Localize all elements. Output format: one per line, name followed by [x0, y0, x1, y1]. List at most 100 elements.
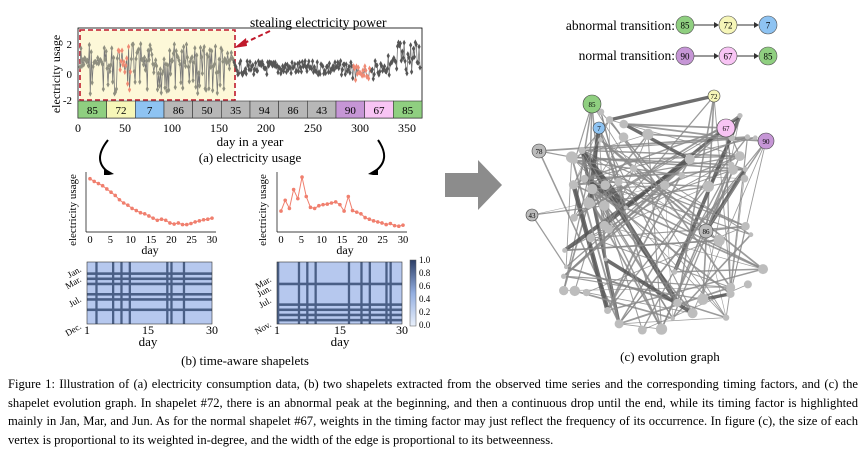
- x-tick: 5: [108, 235, 113, 246]
- series-marker: [215, 89, 219, 96]
- series-marker: [284, 68, 289, 75]
- heatmap-col: [112, 262, 115, 324]
- graph-node-labeled: [698, 223, 714, 239]
- shapelet-point: [279, 209, 283, 213]
- series-marker: [86, 62, 91, 69]
- x-tick: 50: [119, 121, 131, 135]
- shapelet-point: [172, 222, 176, 226]
- series-marker: [198, 44, 203, 51]
- heatmap-row: [87, 308, 212, 312]
- series-marker: [237, 70, 241, 77]
- series-marker: [149, 46, 153, 53]
- curved-arrow-icon: [99, 139, 109, 173]
- graph-edge: [672, 234, 752, 319]
- segment-bar: 85 72 7 86 50 35 94 86 43 90 67 85: [77, 100, 423, 119]
- shapelet-point: [283, 198, 288, 203]
- graph-node-labeled: [592, 121, 606, 135]
- series-marker: [417, 43, 421, 50]
- series-marker: [267, 62, 271, 69]
- shapelet-point: [371, 219, 376, 223]
- transition-arrow-icon: [445, 160, 502, 210]
- series-marker: [342, 61, 346, 68]
- series-marker: [310, 58, 315, 65]
- series-marker: [168, 47, 172, 54]
- graph-node: [565, 151, 578, 163]
- heatmap-col: [170, 262, 173, 324]
- arrow-head-icon: [234, 38, 247, 48]
- graph-edge: [574, 155, 740, 162]
- series-marker: [222, 85, 226, 92]
- shapelet-point: [350, 208, 355, 213]
- graph-node: [578, 146, 586, 154]
- shapelet-point: [126, 203, 130, 207]
- arrow-head-icon: [368, 168, 378, 175]
- shapelet-point: [300, 175, 304, 179]
- segment-label: 90: [345, 105, 357, 117]
- shapelet-point: [155, 218, 160, 223]
- graph-node: [623, 205, 628, 210]
- series-marker: [174, 48, 178, 55]
- shapelet-point: [130, 206, 134, 211]
- graph-edge: [573, 181, 620, 219]
- series-marker: [370, 66, 374, 73]
- graph-node-label: 67: [723, 125, 731, 133]
- graph-node: [587, 183, 598, 195]
- series-marker: [88, 90, 92, 97]
- series-marker: [264, 65, 268, 72]
- series-marker: [409, 68, 414, 75]
- shapelet-point: [312, 206, 317, 211]
- heat-xlabel: day: [331, 334, 350, 349]
- series-marker: [359, 70, 363, 77]
- transition-node-label: 72: [724, 21, 733, 31]
- series-marker: [348, 69, 352, 76]
- graph-edge: [608, 119, 732, 288]
- shapelet-point: [205, 217, 210, 221]
- graph-edge: [574, 237, 592, 292]
- heatmap-row: [87, 272, 212, 275]
- series-marker: [145, 85, 149, 92]
- series-marker: [303, 58, 307, 65]
- segment-label: 7: [147, 105, 153, 117]
- series-marker: [364, 67, 368, 74]
- x-tick: 350: [398, 121, 416, 135]
- graph-edge: [689, 136, 748, 160]
- graph-node: [726, 282, 736, 292]
- x-tick: 5: [299, 235, 304, 246]
- graph-node: [614, 319, 624, 329]
- graph-node-labeled: [707, 89, 721, 103]
- series-marker: [111, 78, 115, 85]
- colorbar-tick: 1.0: [419, 255, 431, 265]
- series-marker: [343, 71, 347, 78]
- graph-node-label: 72: [711, 93, 719, 101]
- series-marker: [290, 59, 294, 66]
- series-marker: [155, 86, 160, 93]
- graph-edge: [531, 214, 567, 268]
- graph-node: [586, 233, 596, 243]
- colorbar: [409, 259, 417, 327]
- series-marker: [207, 85, 211, 92]
- series-marker: [351, 75, 355, 82]
- series-marker: [187, 78, 191, 85]
- shapelet-point: [388, 221, 393, 226]
- series-marker: [100, 61, 105, 68]
- series-marker: [322, 70, 326, 77]
- shapelet-point: [401, 223, 405, 227]
- graph-nodes: 85 7 72 67 90 78 43 86: [525, 89, 775, 335]
- segment-label: 43: [316, 105, 328, 117]
- shapelet-point: [317, 203, 321, 208]
- series-marker: [106, 81, 110, 88]
- series-marker: [185, 54, 190, 61]
- series-marker: [369, 67, 374, 74]
- series-marker: [352, 63, 356, 70]
- series-marker: [162, 56, 166, 63]
- series-marker: [108, 68, 112, 75]
- x-tick: 0: [75, 121, 81, 135]
- shapelet-point: [396, 224, 401, 229]
- arrow-head-icon: [714, 53, 719, 59]
- graph-node: [702, 180, 714, 193]
- shapelet-point: [201, 217, 206, 222]
- series-marker: [195, 52, 199, 59]
- series-marker: [406, 51, 410, 58]
- shapelet-point: [321, 202, 325, 207]
